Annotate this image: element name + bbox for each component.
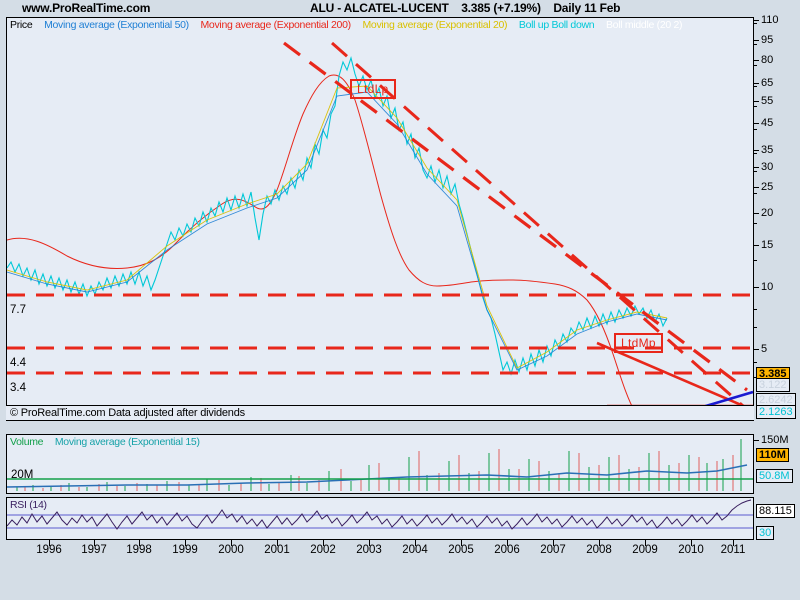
- y-tick-5: 5: [754, 343, 767, 355]
- x-label-2006: 2006: [494, 544, 520, 556]
- volume-tag-110m[interactable]: 110M: [756, 448, 789, 462]
- ema200-line: [7, 74, 667, 420]
- x-label-2005: 2005: [448, 544, 474, 556]
- volume-ma-line: [7, 464, 748, 488]
- legend-bollinger[interactable]: Boll up Boll down: [518, 19, 595, 31]
- volume-legend: Volume Moving average (Exponential 15): [10, 436, 209, 448]
- legend-price[interactable]: Price: [10, 19, 33, 31]
- legend-volume[interactable]: Volume: [10, 436, 44, 448]
- volume-y-tick-150m: 150M: [754, 434, 789, 446]
- price-tag-boll[interactable]: 2.1263: [756, 405, 796, 419]
- x-label-2001: 2001: [264, 544, 290, 556]
- legend-ema200[interactable]: Moving average (Exponential 200): [200, 19, 351, 31]
- y-tick-15: 15: [754, 239, 773, 251]
- time-x-axis: 1996 1997 1998 1999 2000 2001 2002 2003 …: [6, 540, 754, 564]
- x-label-2009: 2009: [632, 544, 658, 556]
- y-tick-20: 20: [754, 207, 773, 219]
- site-label: www.ProRealTime.com: [22, 1, 151, 15]
- rsi-tag-value[interactable]: 88.115: [756, 504, 795, 518]
- rsi-tag-30[interactable]: 30: [756, 526, 775, 540]
- y-tick-10: 10: [754, 281, 773, 293]
- y-tick-55: 55: [754, 95, 773, 107]
- y-tick-65: 65: [754, 77, 773, 89]
- legend-ema50[interactable]: Moving average (Exponential 50): [44, 19, 189, 31]
- ema50-line: [7, 91, 668, 371]
- y-tick-35: 35: [754, 144, 773, 156]
- x-label-1997: 1997: [81, 544, 107, 556]
- rsi-line: [7, 499, 752, 530]
- legend-rsi[interactable]: RSI (14): [10, 499, 47, 511]
- price-legend: Price Moving average (Exponential 50) Mo…: [10, 19, 691, 31]
- ema20-line: [7, 85, 668, 369]
- price-tag-ghost-1: 3.122: [756, 378, 790, 392]
- last-price: 3.385 (+7.19%): [461, 1, 541, 15]
- price-line: [7, 56, 668, 376]
- y-tick-25: 25: [754, 181, 773, 193]
- x-label-2002: 2002: [310, 544, 336, 556]
- y-tick-95: 95: [754, 34, 773, 46]
- rsi-panel[interactable]: RSI (14): [6, 497, 754, 540]
- legend-volume-ma[interactable]: Moving average (Exponential 15): [54, 436, 200, 448]
- y-tick-110: 110: [754, 14, 779, 26]
- x-label-1998: 1998: [126, 544, 152, 556]
- annotation-ltdlp[interactable]: LtdLp: [350, 79, 396, 99]
- timeframe-label: Daily 11 Feb: [553, 1, 621, 15]
- x-label-2004: 2004: [402, 544, 428, 556]
- x-label-2010: 2010: [678, 544, 704, 556]
- rsi-canvas: [7, 499, 753, 530]
- level-label-4-4: 4.4: [10, 357, 26, 369]
- instrument-name: ALU - ALCATEL-LUCENT: [310, 1, 449, 15]
- volume-tag-50-8m[interactable]: 50.8M: [756, 469, 793, 483]
- price-y-axis: 110 95 80 65 55 45 35 30 25 20 15 10 5: [754, 14, 800, 421]
- x-label-2008: 2008: [586, 544, 612, 556]
- x-label-2011: 2011: [720, 544, 746, 556]
- annotation-ltdmp[interactable]: LtdMp: [614, 333, 663, 353]
- price-series-canvas: [7, 56, 668, 420]
- x-label-2003: 2003: [356, 544, 382, 556]
- volume-bars-canvas: [7, 439, 753, 491]
- y-tick-80: 80: [754, 54, 773, 66]
- title-bar: www.ProRealTime.com ALU - ALCATEL-LUCENT…: [0, 0, 800, 17]
- x-label-1999: 1999: [172, 544, 198, 556]
- y-tick-30: 30: [754, 161, 773, 173]
- level-label-7-7: 7.7: [10, 304, 26, 316]
- trendline-ltdlp: [283, 41, 748, 392]
- level-label-3-4: 3.4: [10, 382, 26, 394]
- instrument-header: ALU - ALCATEL-LUCENT 3.385 (+7.19%) Dail…: [310, 1, 621, 15]
- rsi-legend: RSI (14): [10, 499, 56, 511]
- volume-bars: [16, 439, 742, 491]
- level-lines-canvas: [7, 41, 753, 420]
- volume-panel[interactable]: Volume Moving average (Exponential 15): [6, 434, 754, 494]
- x-label-2000: 2000: [218, 544, 244, 556]
- x-label-1996: 1996: [36, 544, 62, 556]
- volume-level-label: 20M: [11, 469, 34, 481]
- legend-ema20[interactable]: Moving average (Exponential 20): [362, 19, 508, 31]
- trendline-ltdlp-parallel: [331, 41, 752, 415]
- price-chart-panel[interactable]: Price Moving average (Exponential 50) Mo…: [6, 17, 754, 421]
- copyright-note: © ProRealTime.com Data adjusted after di…: [6, 405, 754, 421]
- y-tick-45: 45: [754, 117, 773, 129]
- x-label-2007: 2007: [540, 544, 566, 556]
- legend-boll-middle[interactable]: Boll middle (20 2): [605, 19, 683, 31]
